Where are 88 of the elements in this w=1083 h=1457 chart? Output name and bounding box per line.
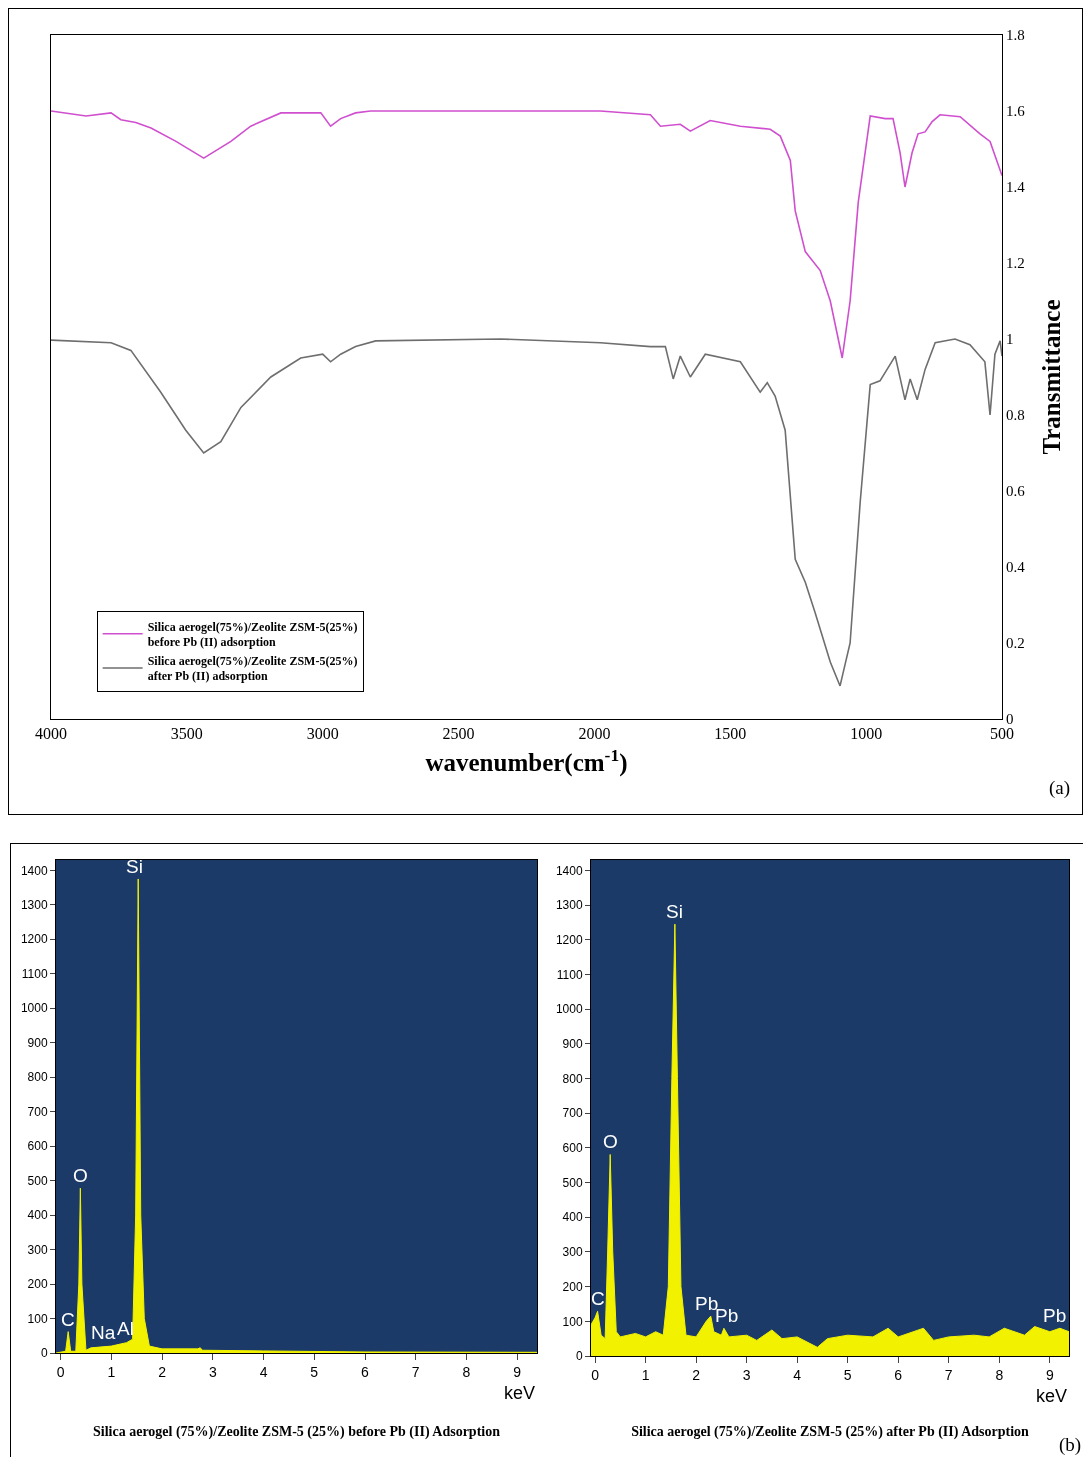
x-tick-label: 7 [411, 1363, 420, 1380]
y-tick-label: 1400 [20, 863, 48, 878]
x-tick-label: 4000 [35, 725, 67, 743]
x-tick-label: 2000 [578, 725, 611, 743]
annotation: Al [117, 1318, 134, 1339]
y-tick-label: 100 [27, 1311, 48, 1326]
text: (a) [1049, 777, 1071, 799]
y-axis-title: Transmittance [1038, 299, 1066, 455]
x-tick-label: 2 [158, 1363, 167, 1380]
y-tick-label: 1300 [20, 898, 48, 913]
y-tick-label: 500 [27, 1173, 48, 1188]
y-tick-label: 1.6 [1006, 103, 1026, 120]
y-tick-label: 800 [27, 1070, 48, 1085]
legend-label: Silica aerogel(75%)/Zeolite ZSM-5(25%) before Pb (II) adsorption [147, 619, 358, 650]
x-tick-label: 2 [692, 1366, 701, 1383]
y-tick-label: 0.8 [1006, 407, 1025, 424]
y-tick-label: 0 [40, 1346, 48, 1361]
y-tick-label: 1 [1006, 331, 1014, 348]
x-tick-label: 1 [641, 1366, 650, 1383]
y-tick-label: 1200 [555, 932, 583, 947]
x-tick-label: 5 [843, 1366, 852, 1383]
x-axis-title: wavenumber(cm$^{-1}$) [425, 744, 628, 778]
y-tick-label: 700 [27, 1104, 48, 1119]
x-tick-label: 8 [995, 1366, 1004, 1383]
y-tick-label: 300 [562, 1245, 583, 1260]
y-tick-label: 1000 [20, 1001, 48, 1016]
y-tick-label: 600 [562, 1141, 583, 1156]
x-tick-label: 6 [894, 1366, 903, 1383]
x-tick-label: 9 [513, 1363, 522, 1380]
y-tick-label: 1.8 [1006, 27, 1025, 44]
x-tick-label: 3000 [306, 725, 339, 743]
x-tick-label: 2500 [442, 725, 475, 743]
annotation: Si [126, 856, 143, 877]
y-tick-label: 500 [562, 1175, 583, 1190]
x-tick-label: 5 [310, 1363, 319, 1380]
y-tick-label: 1100 [556, 967, 583, 982]
y-tick-label: 400 [562, 1210, 583, 1225]
line-series [51, 338, 1002, 687]
annotation: O [603, 1131, 618, 1152]
x-tick-label: 0 [56, 1363, 65, 1380]
y-tick-label: 0.2 [1006, 635, 1025, 652]
x-tick-label: 9 [1045, 1366, 1054, 1383]
x-axis-title: keV [504, 1383, 536, 1403]
y-tick-label: 1200 [20, 932, 48, 947]
x-tick-label: 3 [208, 1363, 217, 1380]
annotation: C [61, 1309, 75, 1330]
y-tick-label: 400 [27, 1208, 48, 1223]
x-tick-label: 8 [462, 1363, 471, 1380]
y-tick-label: 300 [27, 1242, 48, 1257]
y-tick-label: 600 [27, 1139, 48, 1154]
y-tick-label: 0 [575, 1349, 583, 1364]
x-tick-label: 1 [107, 1363, 116, 1380]
y-tick-label: 200 [27, 1277, 48, 1292]
x-axis-title: keV [1036, 1386, 1068, 1406]
y-tick-label: 700 [562, 1106, 583, 1121]
y-tick-label: 0.6 [1006, 483, 1026, 500]
x-tick-label: 4 [259, 1363, 268, 1380]
x-tick-label: 4 [793, 1366, 802, 1383]
x-tick-label: 3500 [170, 725, 203, 743]
y-tick-label: 1000 [555, 1002, 583, 1017]
y-tick-label: 100 [562, 1314, 583, 1329]
y-tick-label: 1100 [21, 966, 48, 981]
y-tick-label: 1.2 [1006, 255, 1025, 272]
annotation: Si [666, 901, 683, 922]
y-tick-label: 0.4 [1006, 559, 1026, 576]
text: Silica aerogel (75%)/Zeolite ZSM-5 (25%) before Pb (II) Adsorption [93, 1423, 501, 1440]
text: (b) [1059, 1434, 1082, 1456]
annotation: Pb [1043, 1305, 1067, 1326]
line-series [51, 110, 1002, 359]
y-tick-label: 900 [562, 1037, 583, 1052]
y-tick-label: 1300 [555, 898, 583, 913]
y-tick-label: 0 [1006, 711, 1014, 728]
annotation: C [591, 1288, 605, 1309]
x-tick-label: 7 [944, 1366, 953, 1383]
x-tick-label: 1000 [850, 725, 883, 743]
x-tick-label: 1500 [714, 725, 747, 743]
x-tick-label: 6 [361, 1363, 370, 1380]
x-tick-label: 0 [591, 1366, 600, 1383]
legend-label: Silica aerogel(75%)/Zeolite ZSM-5(25%) after Pb (II) adsorption [147, 653, 358, 684]
y-tick-label: 1.4 [1006, 179, 1026, 196]
y-tick-label: 200 [562, 1279, 583, 1294]
text: Silica aerogel (75%)/Zeolite ZSM-5 (25%) after Pb (II) Adsorption [631, 1423, 1030, 1440]
y-tick-label: 1400 [555, 863, 583, 878]
y-tick-label: 800 [562, 1071, 583, 1086]
annotation: Na [91, 1322, 116, 1343]
y-tick-label: 900 [27, 1035, 48, 1050]
annotation: O [73, 1165, 88, 1186]
x-tick-label: 3 [742, 1366, 751, 1383]
